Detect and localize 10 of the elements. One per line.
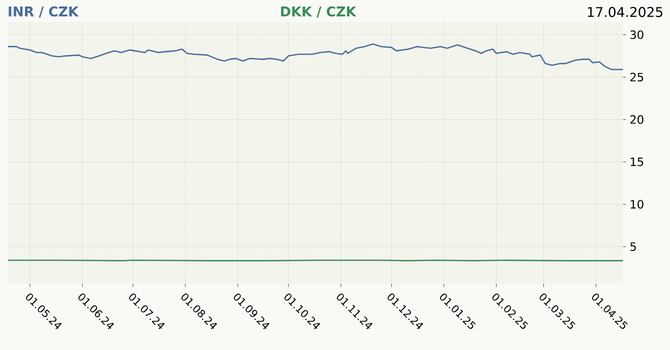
- text: 17.04.2025: [588, 6, 662, 18]
- y-tick-label: 15: [630, 158, 644, 166]
- y-tick-label: 25: [630, 72, 644, 82]
- y-tick-label: 20: [630, 115, 644, 124]
- y-tick-label: 5: [630, 242, 636, 251]
- line-series: [8, 43, 624, 70]
- text: DKK / CZK: [281, 6, 357, 18]
- text: INR / CZK: [8, 6, 79, 18]
- y-tick-label: 30: [630, 30, 644, 40]
- y-tick-label: 10: [630, 200, 644, 209]
